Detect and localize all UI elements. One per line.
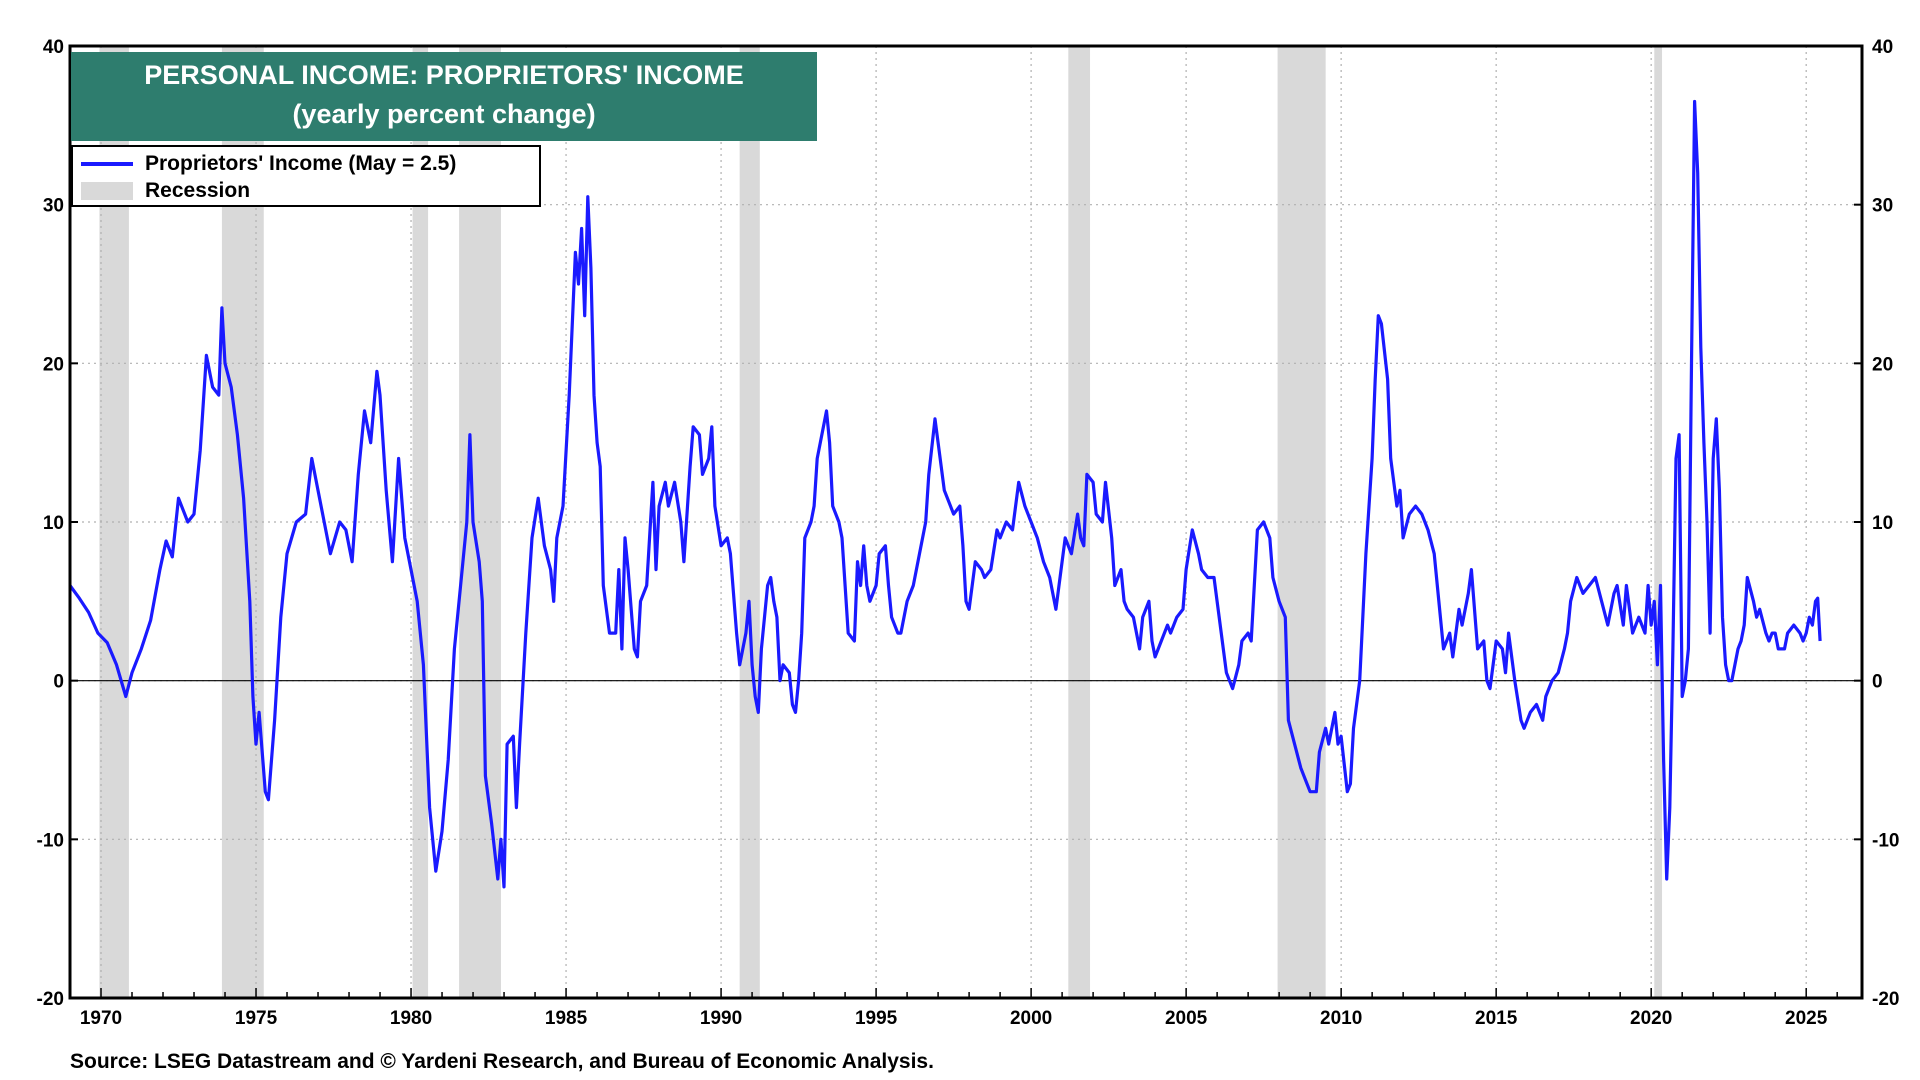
legend: Proprietors' Income (May = 2.5) Recessio… xyxy=(71,145,541,207)
y-tick-label-right: -20 xyxy=(1872,989,1899,1010)
x-tick-label: 1980 xyxy=(390,1008,432,1029)
y-tick-label-left: -10 xyxy=(37,830,64,851)
source-note: Source: LSEG Datastream and © Yardeni Re… xyxy=(70,1050,934,1073)
x-tick-label: 2010 xyxy=(1320,1008,1362,1029)
y-tick-label-left: 10 xyxy=(43,513,64,534)
legend-recession-swatch xyxy=(81,182,133,200)
legend-entry-income: Proprietors' Income (May = 2.5) xyxy=(81,151,456,177)
y-tick-label-left: -20 xyxy=(37,989,64,1010)
legend-line-swatch xyxy=(81,162,133,166)
recession-band-2 xyxy=(412,46,429,998)
x-tick-label: 1970 xyxy=(80,1008,122,1029)
y-tick-label-left: 0 xyxy=(53,672,64,693)
x-tick-label: 1995 xyxy=(855,1008,898,1029)
x-tick-label: 2000 xyxy=(1010,1008,1052,1029)
y-tick-label-right: 10 xyxy=(1872,513,1893,534)
recession-band-7 xyxy=(1654,46,1663,998)
y-tick-label-right: 0 xyxy=(1872,672,1883,693)
x-tick-label: 2005 xyxy=(1165,1008,1208,1029)
chart-subtitle: (yearly percent change) xyxy=(292,99,596,129)
series-line-layer xyxy=(68,99,1822,889)
x-tick-label: 2020 xyxy=(1630,1008,1672,1029)
y-tick-label-left: 30 xyxy=(43,196,64,217)
y-tick-label-right: -10 xyxy=(1872,830,1899,851)
x-tick-label: 1975 xyxy=(235,1008,278,1029)
y-tick-label-right: 20 xyxy=(1872,354,1893,375)
chart-title: PERSONAL INCOME: PROPRIETORS' INCOME xyxy=(144,60,744,90)
y-tick-label-left: 20 xyxy=(43,354,64,375)
x-tick-label: 2025 xyxy=(1785,1008,1828,1029)
legend-entry-recession: Recession xyxy=(81,178,250,204)
legend-label-recession: Recession xyxy=(145,179,251,202)
y-tick-label-right: 30 xyxy=(1872,196,1893,217)
legend-label-income: Proprietors' Income (May = 2.5) xyxy=(145,152,457,175)
y-tick-label-right: 40 xyxy=(1872,37,1893,58)
series-line-0 xyxy=(68,99,1822,889)
chart-title-box: PERSONAL INCOME: PROPRIETORS' INCOME (ye… xyxy=(71,52,817,141)
x-tick-label: 1990 xyxy=(700,1008,742,1029)
x-tick-label: 2015 xyxy=(1475,1008,1518,1029)
y-tick-label-left: 40 xyxy=(43,37,64,58)
x-tick-label: 1985 xyxy=(545,1008,588,1029)
